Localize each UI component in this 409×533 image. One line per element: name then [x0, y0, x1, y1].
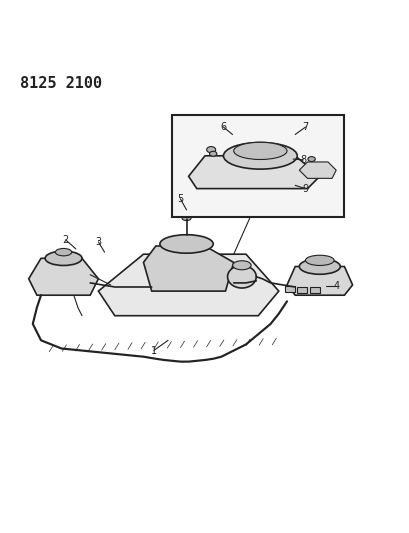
Text: 4: 4 — [333, 281, 338, 291]
Ellipse shape — [160, 235, 213, 253]
Text: 5: 5 — [177, 194, 183, 204]
Bar — [284, 286, 294, 292]
Ellipse shape — [227, 265, 256, 288]
Ellipse shape — [223, 142, 297, 169]
Text: 8: 8 — [300, 155, 306, 165]
Polygon shape — [98, 254, 278, 316]
Polygon shape — [188, 156, 319, 189]
Polygon shape — [299, 162, 335, 179]
Text: 8125 2100: 8125 2100 — [20, 76, 102, 91]
Ellipse shape — [299, 259, 339, 274]
Ellipse shape — [55, 248, 72, 256]
Ellipse shape — [232, 261, 250, 270]
Bar — [297, 287, 307, 293]
Ellipse shape — [307, 157, 315, 161]
Text: 9: 9 — [302, 183, 308, 193]
Polygon shape — [143, 246, 233, 291]
Ellipse shape — [233, 142, 286, 159]
Ellipse shape — [182, 216, 191, 221]
Text: 6: 6 — [220, 122, 226, 132]
Text: 7: 7 — [301, 122, 308, 132]
Ellipse shape — [206, 147, 215, 153]
Polygon shape — [29, 259, 98, 295]
Ellipse shape — [209, 151, 216, 156]
Polygon shape — [286, 266, 352, 295]
Text: 2: 2 — [62, 235, 69, 245]
Ellipse shape — [305, 255, 333, 265]
Text: 1: 1 — [151, 345, 156, 356]
Text: 3: 3 — [95, 237, 101, 247]
Ellipse shape — [45, 251, 82, 265]
Bar — [172, 115, 344, 217]
Bar — [309, 287, 319, 293]
